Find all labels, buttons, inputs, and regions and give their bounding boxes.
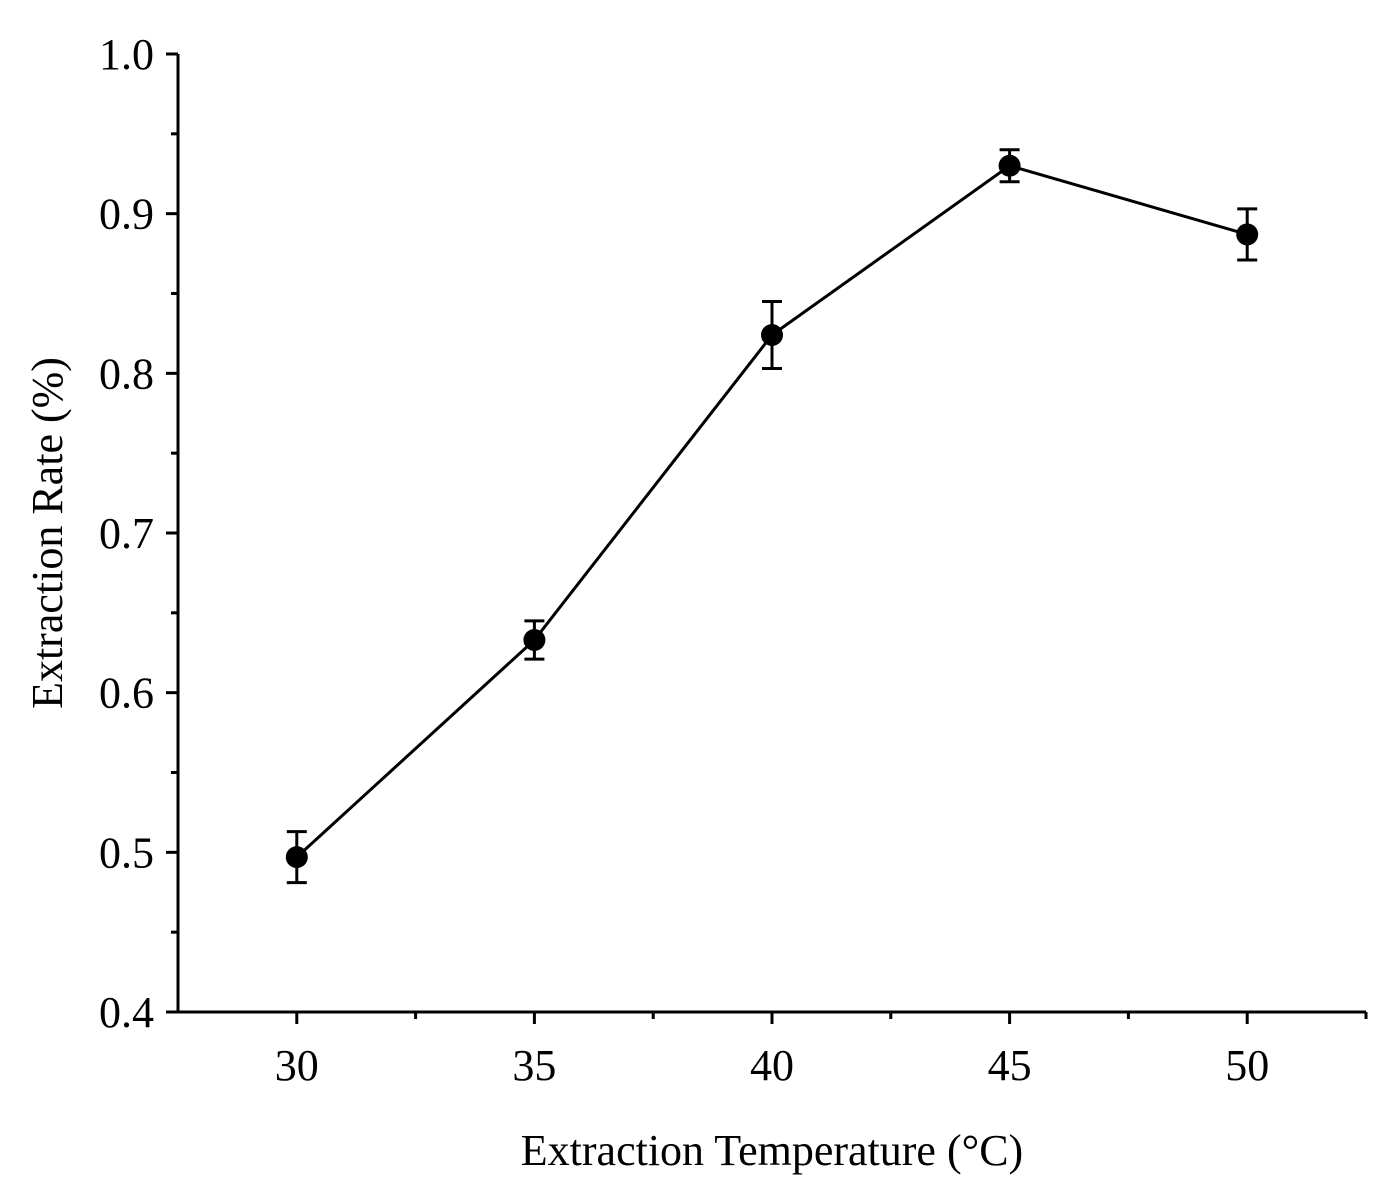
data-point	[523, 628, 546, 651]
tick-labels: 0.4 0.5 0.6 0.7 0.8 0.9 1.0 30 35 40 45 50	[99, 30, 1269, 1090]
x-tick-label: 35	[512, 1041, 556, 1090]
y-tick-label: 0.8	[99, 349, 154, 398]
ticks	[166, 52, 1368, 1024]
x-tick-label: 40	[750, 1041, 794, 1090]
y-tick-label: 0.6	[99, 669, 154, 718]
y-tick-label: 0.4	[99, 988, 154, 1037]
x-tick-label: 30	[275, 1041, 319, 1090]
y-tick-label: 1.0	[99, 30, 154, 79]
x-axis-title: Extraction Temperature (°C)	[521, 1126, 1023, 1175]
data-point	[761, 324, 783, 347]
y-tick-label: 0.9	[99, 190, 154, 239]
series	[285, 148, 1259, 885]
x-tick-label: 50	[1225, 1041, 1269, 1090]
y-axis-title: Extraction Rate (%)	[23, 357, 72, 709]
data-point	[998, 154, 1021, 177]
y-tick-label: 0.7	[99, 509, 154, 558]
data-point	[285, 846, 308, 869]
x-tick-label: 45	[988, 1041, 1032, 1090]
y-tick-label: 0.5	[99, 828, 154, 877]
data-point	[1236, 223, 1259, 246]
